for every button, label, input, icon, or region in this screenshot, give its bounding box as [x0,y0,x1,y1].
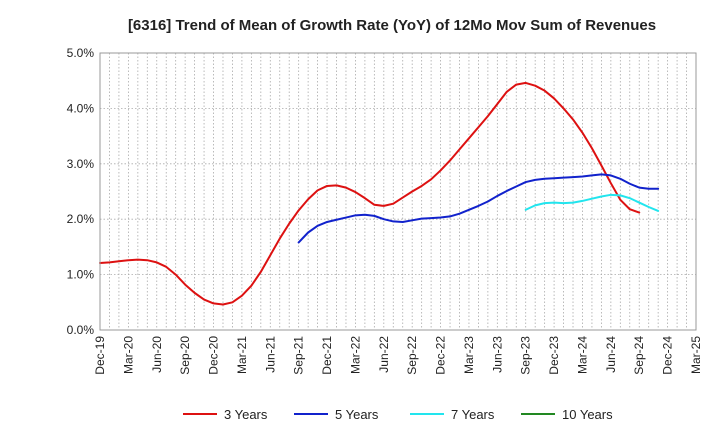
legend: 3 Years 5 Years 7 Years 10 Years [183,407,613,422]
legend-label-10-years: 10 Years [562,407,613,422]
legend-label-3-years: 3 Years [224,407,268,422]
chart-title: [6316] Trend of Mean of Growth Rate (YoY… [128,17,656,34]
legend-label-5-years: 5 Years [335,407,379,422]
series-layer [99,81,660,306]
x-tick-label: Mar-20 [121,336,135,374]
x-tick-label: Jun-24 [604,336,618,373]
x-tick-label: Dec-24 [661,336,675,375]
y-tick-label: 4.0% [67,101,95,115]
y-tick-label: 1.0% [67,268,95,282]
x-tick-label: Dec-20 [207,336,221,375]
x-tick-label: Dec-23 [547,336,561,375]
grid-layer [100,53,696,330]
x-tick-label: Jun-21 [263,336,277,373]
x-tick-label: Mar-23 [462,336,476,374]
x-tick-label: Jun-22 [377,336,391,373]
x-tick-label: Jun-20 [150,336,164,373]
y-tick-label: 3.0% [67,157,95,171]
x-tick-label: Mar-25 [689,336,703,374]
x-tick-label: Sep-21 [292,336,306,375]
x-tick-label: Sep-24 [632,336,646,375]
x-tick-label: Mar-24 [575,336,589,374]
x-tick-label: Dec-21 [320,336,334,375]
y-tick-label: 0.0% [67,323,95,337]
x-tick-label: Sep-20 [178,336,192,375]
series-line-7-years [524,193,660,212]
x-tick-label: Jun-23 [490,336,504,373]
series-line-3-years [99,81,641,306]
y-tick-label: 5.0% [67,46,95,60]
x-tick-label: Mar-22 [348,336,362,374]
legend-label-7-years: 7 Years [451,407,495,422]
plot-frame [99,52,697,331]
x-tick-label: Sep-23 [519,336,533,375]
y-axis: 0.0% 1.0% 2.0% 3.0% 4.0% 5.0% [67,46,95,337]
series-line-5-years [297,173,660,244]
x-tick-label: Dec-19 [93,336,107,375]
y-tick-label: 2.0% [67,212,95,226]
x-tick-label: Dec-22 [434,336,448,375]
x-tick-label: Sep-22 [405,336,419,375]
x-axis: Dec-19 Mar-20 Jun-20 Sep-20 Dec-20 Mar-21 Jun-… [93,336,703,375]
x-tick-label: Mar-21 [235,336,249,374]
